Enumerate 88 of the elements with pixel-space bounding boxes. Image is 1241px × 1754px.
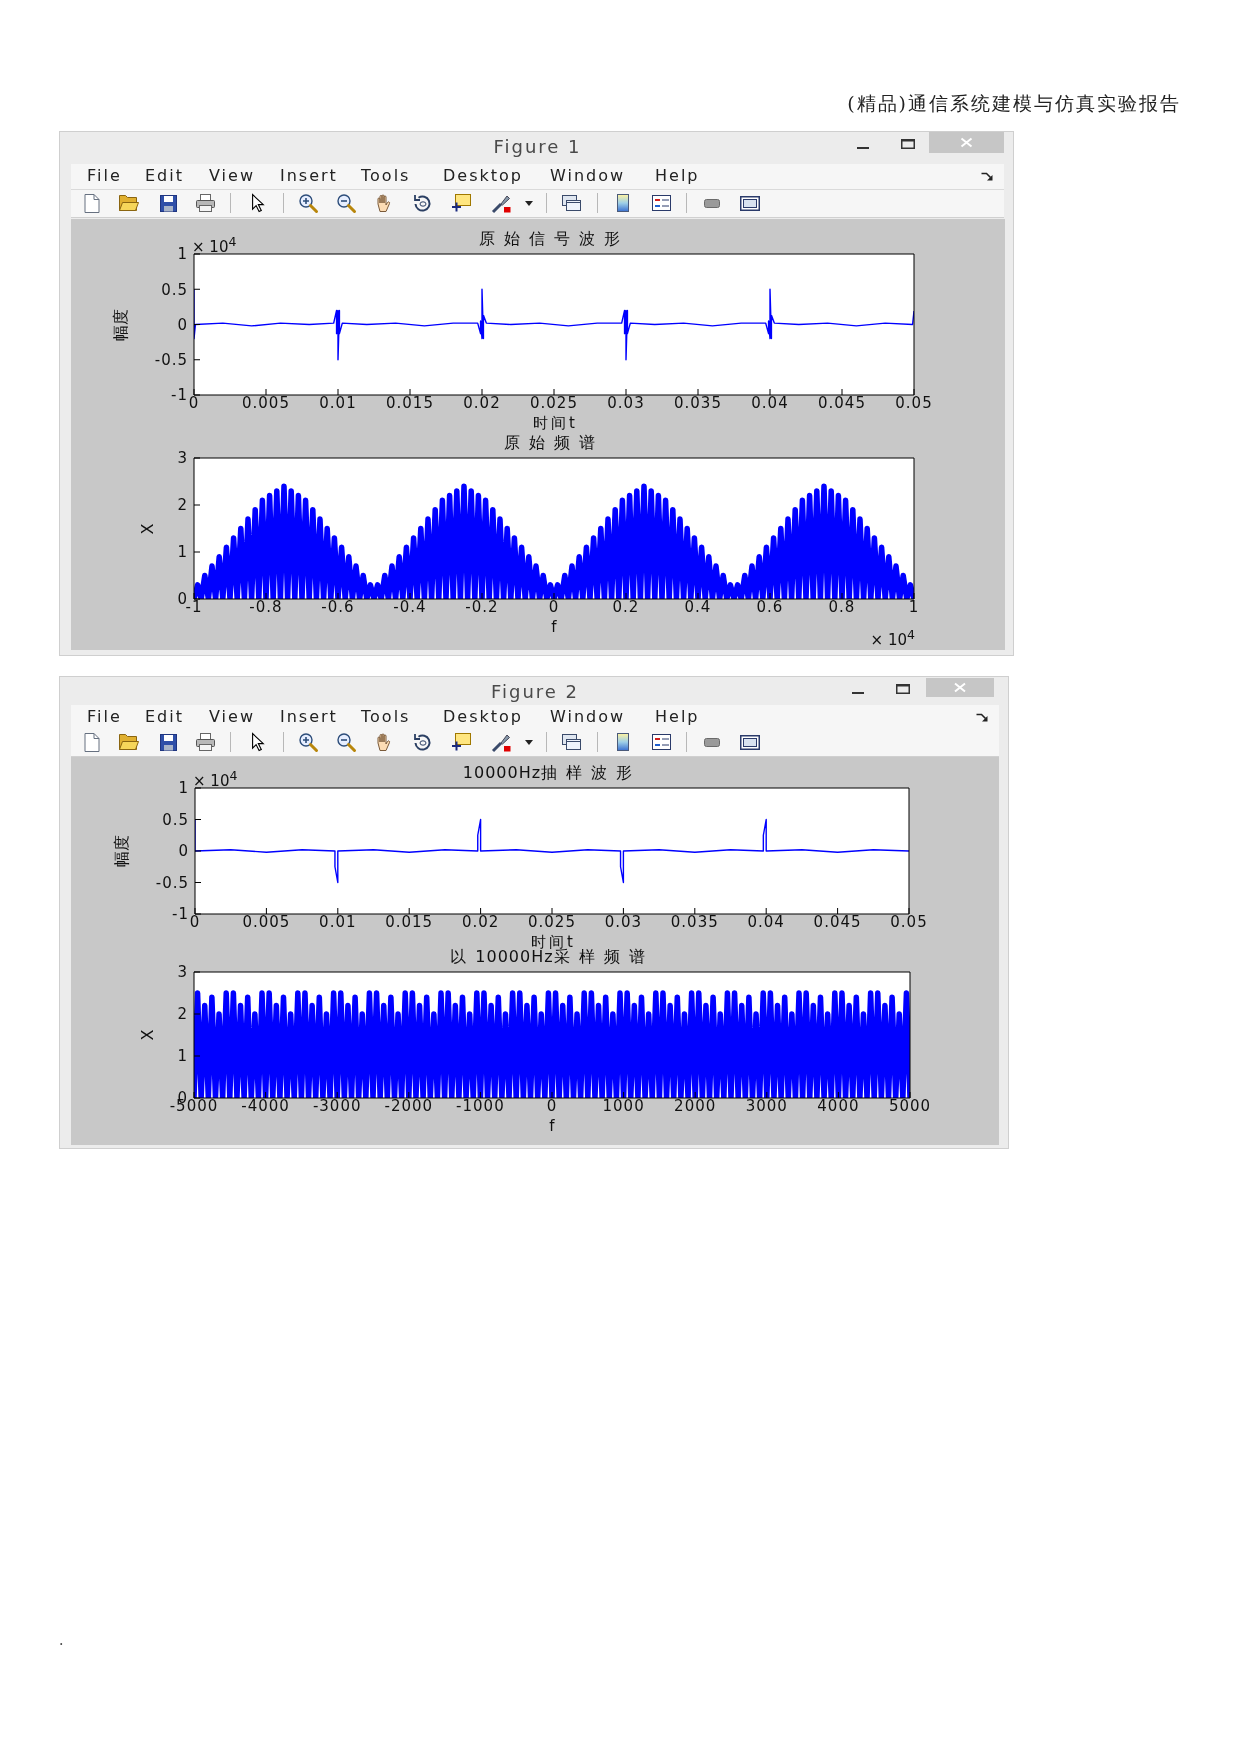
x-tick-label: 0.2 — [612, 597, 640, 616]
text: File — [87, 166, 122, 186]
text: Help — [655, 166, 700, 186]
y-tick-label: 1 — [177, 543, 188, 562]
x-tick-label: 0.05 — [890, 912, 928, 931]
x-tick-label: 0.02 — [461, 912, 500, 931]
x-tick-label: 0.005 — [242, 912, 291, 931]
x-tick-label: 0.04 — [751, 393, 789, 412]
y-tick-label: 0 — [178, 842, 189, 861]
caption: Figure 2 — [489, 681, 581, 703]
x-tick-label: 1 — [908, 597, 920, 616]
x-tick-label: 0.03 — [607, 393, 645, 412]
text: Tools — [361, 707, 411, 727]
y-tick-label: -0.5 — [155, 873, 189, 892]
y-tick-label: 1 — [177, 1047, 188, 1066]
text: Window — [550, 707, 626, 727]
y-tick-label: 2 — [177, 496, 188, 515]
x-tick-label: -0.6 — [321, 597, 355, 616]
x-tick-label: -0.4 — [393, 597, 427, 616]
x-tick-label: 0.8 — [828, 597, 856, 616]
y-tick-label: 0.5 — [161, 280, 188, 299]
text: Tools — [361, 166, 411, 186]
x-tick-label: -3000 — [312, 1096, 362, 1115]
text: Help — [655, 707, 700, 727]
y-axis-title: X — [138, 1029, 157, 1041]
text: Insert — [280, 707, 338, 727]
text: File — [87, 707, 122, 727]
text: Insert — [280, 166, 338, 186]
x-tick-label: 3000 — [745, 1096, 788, 1115]
y-tick-label: 1 — [178, 779, 189, 798]
annotation: × 10$^{4}$ — [193, 768, 238, 790]
text: . — [59, 1632, 64, 1648]
x-tick-label: 0.03 — [604, 912, 643, 931]
x-tick-label: -0.2 — [465, 597, 499, 616]
x-tick-label: 0.015 — [386, 393, 434, 412]
chart-title: 原始频谱 — [504, 433, 604, 452]
x-tick-label: 0.025 — [530, 393, 578, 412]
x-axis-title: f — [551, 618, 557, 636]
chart-title: 10000Hz抽样波形 — [462, 763, 642, 782]
x-tick-label: -1000 — [456, 1096, 505, 1115]
y-tick-label: 0.5 — [162, 810, 189, 829]
text: View — [209, 707, 255, 727]
text: (精品)通信系统建模与仿真实验报告 — [847, 92, 1181, 114]
text: Edit — [145, 707, 184, 727]
y-axis-title: X — [138, 523, 157, 534]
text: Desktop — [443, 166, 523, 186]
text: Window — [550, 166, 626, 186]
y-tick-label: 1 — [177, 245, 188, 264]
x-tick-label: 0.015 — [385, 912, 434, 931]
y-tick-label: -0.5 — [154, 351, 188, 370]
x-tick-label: 0.04 — [747, 912, 785, 931]
x-tick-label: 0.05 — [895, 393, 933, 412]
x-tick-label: 4000 — [817, 1096, 860, 1115]
x-tick-label: 0.035 — [674, 393, 722, 412]
x-tick-label: 0.025 — [528, 912, 576, 931]
x-tick-label: 0.035 — [670, 912, 719, 931]
x-tick-label: -2000 — [384, 1096, 434, 1115]
x-tick-label: -0.8 — [249, 597, 283, 616]
y-tick-label: 3 — [177, 963, 188, 982]
y-tick-label: 2 — [177, 1005, 188, 1024]
x-tick-label: 0.6 — [756, 597, 784, 616]
x-tick-label: 1000 — [602, 1096, 645, 1115]
text: Desktop — [443, 707, 523, 727]
chart-title: 原始信号波形 — [479, 229, 629, 248]
y-tick-label: 3 — [177, 449, 188, 468]
line-series — [194, 288, 914, 361]
y-tick-label: 0 — [177, 315, 188, 334]
x-tick-label: 0.005 — [242, 393, 290, 412]
text: Edit — [145, 166, 184, 186]
x-tick-label: 2000 — [674, 1096, 717, 1115]
y-axis-title: 幅度 — [111, 308, 130, 341]
text: View — [209, 166, 255, 186]
x-tick-label: 0 — [546, 1096, 558, 1115]
caption: Figure 1 — [492, 136, 583, 158]
y-axis-title: 幅度 — [112, 835, 131, 867]
x-tick-label: 0 — [548, 597, 560, 616]
x-tick-label: 0.4 — [684, 597, 712, 616]
text: × 10$^{4}$ — [870, 627, 915, 649]
x-tick-label: -4000 — [241, 1096, 290, 1115]
x-tick-label: 5000 — [888, 1096, 932, 1115]
x-axis-title: 时间t — [533, 414, 575, 432]
x-axis-title: f — [549, 1117, 555, 1135]
x-tick-label: 0.045 — [813, 912, 862, 931]
x-tick-label: 0.01 — [319, 393, 357, 412]
x-tick-label: 0.045 — [818, 393, 866, 412]
annotation: × 10$^{4}$ — [192, 234, 237, 256]
x-tick-label: 0.02 — [463, 393, 501, 412]
x-tick-label: 0.01 — [319, 912, 357, 931]
